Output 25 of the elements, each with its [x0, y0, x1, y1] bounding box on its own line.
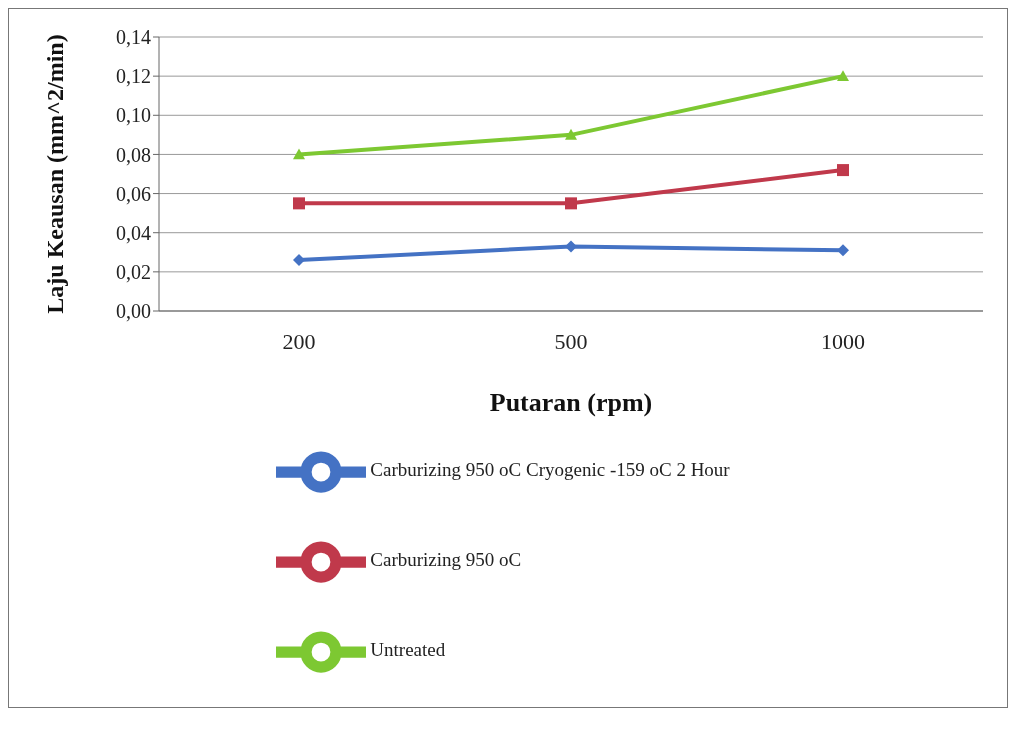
y-tick-label: 0,08	[116, 143, 151, 166]
y-tick-label: 0,06	[116, 182, 151, 205]
point	[565, 240, 577, 253]
legend-label: Untreated	[370, 639, 446, 661]
x-tick-label: 200	[282, 328, 316, 354]
point	[565, 128, 577, 140]
point	[837, 164, 849, 177]
y-tick-label: 0,02	[116, 260, 151, 283]
y-tick-label: 0,14	[116, 26, 151, 49]
point	[293, 254, 305, 267]
point	[565, 197, 577, 210]
y-axis-title: Laju Keausan (mm^2/min)	[41, 34, 68, 314]
y-tick-label: 0,10	[116, 104, 151, 127]
point	[293, 197, 305, 210]
y-tick-label: 0,12	[116, 65, 151, 88]
x-tick-label: 500	[554, 328, 588, 354]
y-tick-label: 0,04	[116, 221, 151, 244]
x-axis-title: Putaran (rpm)	[489, 388, 653, 417]
x-tick-label: 1000	[821, 328, 865, 354]
y-tick-label: 0,00	[116, 300, 151, 323]
point	[293, 148, 305, 160]
point	[837, 244, 849, 257]
legend-label: Carburizing 950 oC Cryogenic -159 oC 2 Hour	[370, 459, 730, 481]
point	[837, 70, 849, 81]
legend-label: Carburizing 950 oC	[370, 549, 522, 571]
